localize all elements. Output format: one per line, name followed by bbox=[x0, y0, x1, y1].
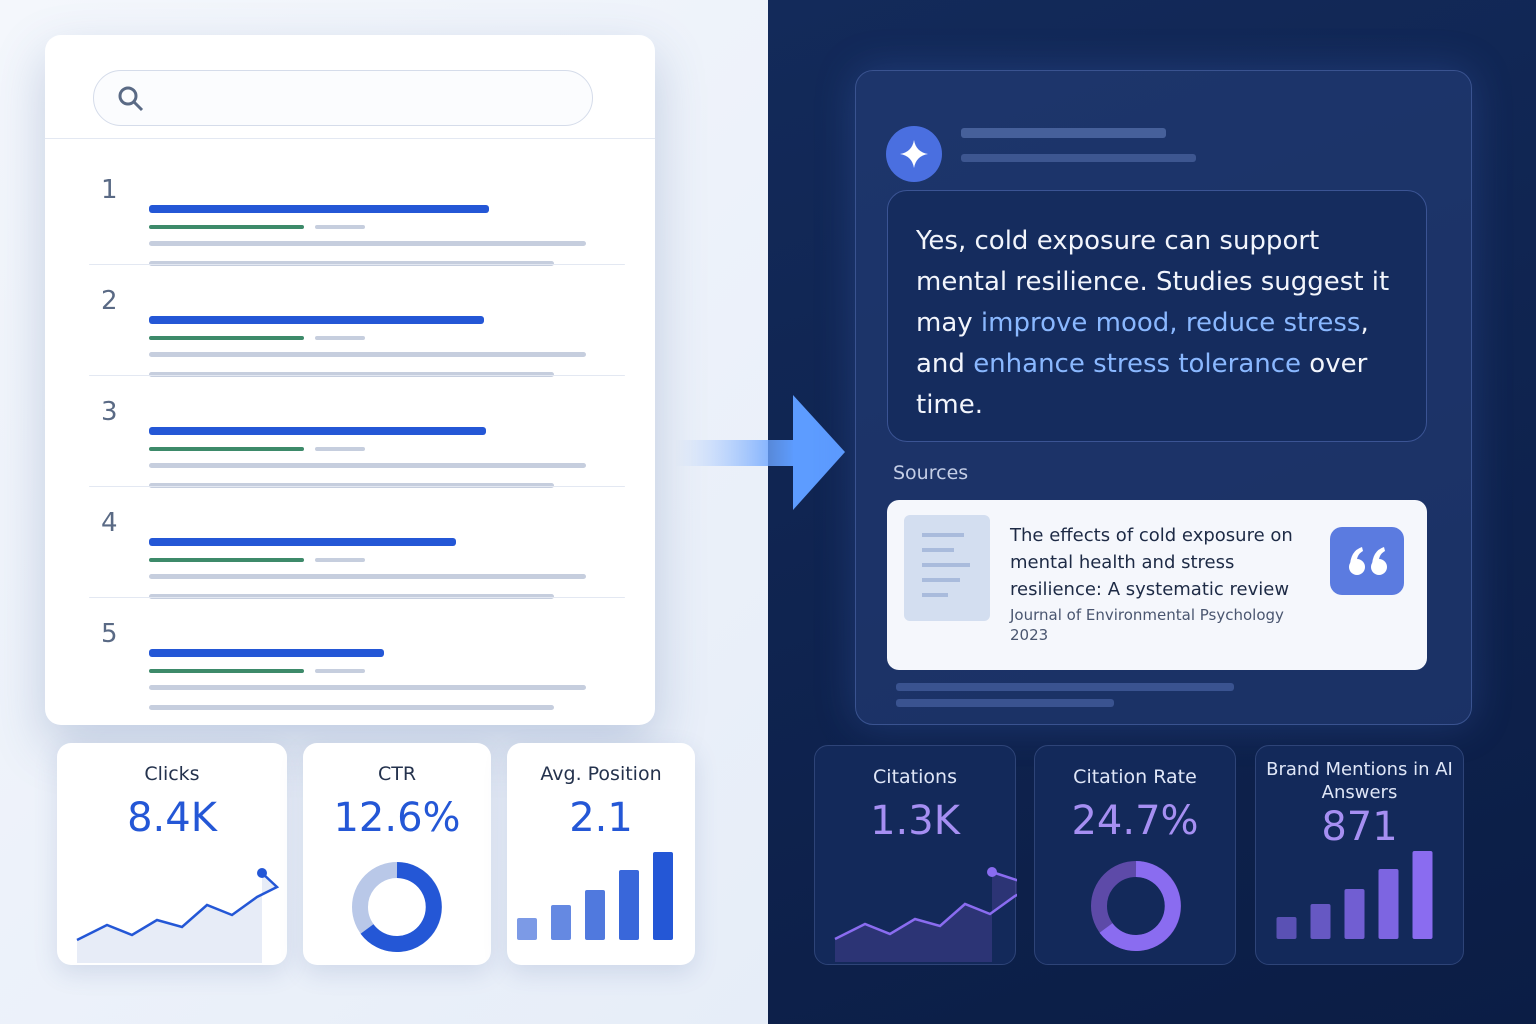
metric-card: Citations 1.3K bbox=[814, 745, 1017, 965]
placeholder-line bbox=[315, 558, 365, 562]
bars-illustration bbox=[1276, 851, 1433, 939]
divider bbox=[45, 138, 655, 139]
answer-segment: Yes, cold exposure can support mental re… bbox=[916, 226, 1390, 338]
placeholder-line bbox=[149, 352, 586, 357]
placeholder-line bbox=[149, 427, 486, 435]
metric-label: Clicks bbox=[144, 763, 200, 785]
placeholder-line bbox=[89, 486, 625, 487]
metric-label: Avg. Position bbox=[540, 763, 662, 785]
search-results-card: 1 2 3 4 5 bbox=[45, 35, 655, 725]
metric-label: Citation Rate bbox=[1073, 766, 1197, 788]
result-rank: 1 bbox=[101, 175, 118, 205]
placeholder-line bbox=[149, 649, 384, 657]
placeholder-line bbox=[149, 261, 554, 266]
donut-illustration bbox=[1091, 861, 1181, 951]
placeholder-line bbox=[149, 594, 554, 599]
result-rank: 3 bbox=[101, 397, 118, 427]
line-illustration bbox=[76, 868, 280, 963]
highlighted-text: enhance stress tolerance bbox=[973, 349, 1302, 379]
metric-value: 1.3K bbox=[870, 798, 960, 844]
placeholder-line bbox=[149, 225, 304, 229]
placeholder-line bbox=[89, 597, 625, 598]
metric-value: 8.4K bbox=[127, 795, 217, 841]
line-illustration bbox=[834, 867, 1017, 962]
placeholder-line bbox=[149, 463, 586, 468]
metric-label: Citations bbox=[873, 766, 957, 788]
search-icon bbox=[118, 86, 144, 112]
placeholder-line bbox=[149, 316, 484, 324]
search-bar[interactable] bbox=[93, 70, 593, 126]
answer-segment: , and bbox=[916, 308, 1369, 379]
bars-illustration bbox=[517, 852, 673, 940]
placeholder-line bbox=[896, 683, 1234, 691]
quote-icon bbox=[1330, 527, 1404, 595]
result-rank: 4 bbox=[101, 508, 118, 538]
metric-label: Brand Mentions in AI Answers bbox=[1266, 759, 1453, 803]
highlighted-text: improve mood, reduce stress bbox=[980, 308, 1361, 338]
answer-text: Yes, cold exposure can support mental re… bbox=[887, 190, 1427, 442]
metric-value: 871 bbox=[1321, 804, 1398, 850]
placeholder-line bbox=[315, 336, 365, 340]
metric-card: Avg. Position 2.1 bbox=[507, 743, 695, 965]
metric-card: Brand Mentions in AI Answers 871 bbox=[1255, 745, 1464, 965]
metric-value: 2.1 bbox=[569, 795, 633, 841]
metric-card: CTR 12.6% bbox=[303, 743, 491, 965]
placeholder-line bbox=[89, 375, 625, 376]
placeholder-line bbox=[315, 447, 365, 451]
placeholder-line bbox=[149, 574, 586, 579]
placeholder-line bbox=[149, 685, 586, 690]
placeholder-line bbox=[149, 447, 304, 451]
metric-value: 24.7% bbox=[1071, 798, 1199, 844]
metric-label: CTR bbox=[377, 763, 417, 785]
source-journal: Journal of Environmental Psychology bbox=[1010, 606, 1284, 624]
source-title: The effects of cold exposure on mental h… bbox=[1010, 525, 1293, 600]
placeholder-line bbox=[89, 264, 625, 265]
ai-icon bbox=[886, 126, 942, 182]
source-card[interactable]: The effects of cold exposure on mental h… bbox=[887, 500, 1427, 670]
placeholder-line bbox=[961, 154, 1196, 162]
placeholder-line bbox=[896, 699, 1114, 707]
placeholder-line bbox=[315, 669, 365, 673]
answer-segment: over time. bbox=[916, 349, 1368, 420]
placeholder-line bbox=[149, 241, 586, 246]
arrow bbox=[675, 395, 845, 510]
result-rank: 2 bbox=[101, 286, 118, 316]
placeholder-line bbox=[149, 336, 304, 340]
placeholder-line bbox=[149, 483, 554, 488]
donut-illustration bbox=[352, 862, 442, 952]
source-year: 2023 bbox=[1010, 626, 1049, 644]
metric-value: 12.6% bbox=[333, 795, 461, 841]
result-rank: 5 bbox=[101, 619, 118, 649]
placeholder-line bbox=[149, 705, 554, 710]
placeholder-line bbox=[149, 205, 489, 213]
placeholder-line bbox=[149, 558, 304, 562]
placeholder-line bbox=[149, 372, 554, 377]
placeholder-line bbox=[149, 538, 456, 546]
placeholder-line bbox=[961, 128, 1166, 138]
placeholder-line bbox=[315, 225, 365, 229]
document-thumbnail bbox=[904, 515, 990, 621]
metric-card: Citation Rate 24.7% bbox=[1034, 745, 1236, 965]
placeholder-line bbox=[149, 669, 304, 673]
sources-heading: Sources bbox=[893, 462, 969, 484]
metric-card: Clicks 8.4K bbox=[57, 743, 287, 965]
